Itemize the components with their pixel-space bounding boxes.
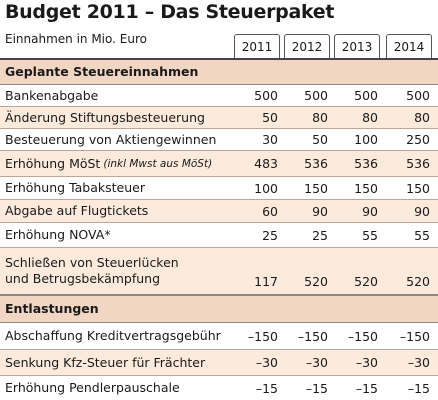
row-label-text: Erhöhung MöSt [5, 155, 101, 171]
cell-2013: –150 [347, 328, 378, 344]
cell-2013: 500 [354, 88, 378, 103]
cell-2013: –15 [355, 380, 378, 396]
cell-2011: 483 [254, 156, 278, 171]
divider [0, 150, 438, 151]
table-row: Änderung Stiftungsbesteuerung 50 80 80 8… [0, 107, 438, 128]
divider [0, 176, 438, 177]
cell-2011: 500 [254, 88, 278, 103]
cell-2012: –30 [305, 355, 328, 370]
row-label: Abschaffung Kreditvertragsgebühr [5, 328, 221, 343]
table-row: Abgabe auf Flugtickets 60 90 90 90 [0, 200, 438, 222]
cell-2011: 60 [262, 203, 278, 219]
cell-2011: –30 [255, 355, 278, 370]
row-label: Erhöhung MöSt (inkl Mwst aus MöSt) [5, 151, 212, 176]
year-header-2012: 2012 [284, 34, 330, 58]
year-header-2011: 2011 [234, 34, 280, 58]
divider [0, 247, 438, 248]
cell-2014: 150 [406, 180, 430, 196]
page-title: Budget 2011 – Das Steuerpaket [5, 1, 335, 23]
cell-2012: 500 [304, 88, 328, 103]
section-header-entlastungen: Entlastungen [0, 296, 438, 322]
cell-2011: –150 [247, 328, 278, 344]
table-row: Erhöhung Pendlerpauschale –15 –15 –15 –1… [0, 376, 438, 400]
cell-2013: –30 [355, 355, 378, 370]
table-row: Senkung Kfz-Steuer für Frächter –30 –30 … [0, 350, 438, 375]
cell-2012: 80 [312, 110, 328, 125]
cell-2014: 520 [406, 274, 430, 289]
cell-2014: –30 [407, 355, 430, 370]
row-label: Schließen von Steuerlücken und Betrugsbe… [5, 248, 179, 294]
table-row: Bankenabgabe 500 500 500 500 [0, 85, 438, 106]
divider [0, 84, 438, 86]
divider [0, 128, 438, 129]
cell-2012: –150 [297, 328, 328, 344]
cell-2012: 150 [304, 180, 328, 196]
cell-2014: 80 [414, 110, 430, 125]
cell-2012: 90 [312, 203, 328, 219]
cell-2014: 500 [406, 88, 430, 103]
cell-2012: 536 [304, 156, 328, 171]
row-label-line1: Schließen von Steuerlücken [5, 255, 179, 270]
cell-2011: 100 [254, 180, 278, 196]
cell-2014: 55 [414, 227, 430, 243]
header-rule [0, 58, 438, 60]
divider [0, 106, 438, 107]
section-header-einnahmen: Geplante Steuereinnahmen [0, 60, 438, 84]
cell-2014: 90 [414, 203, 430, 219]
table-row: Besteuerung von Aktiengewinnen 30 50 100… [0, 129, 438, 150]
cell-2013: 100 [354, 132, 378, 147]
divider [0, 349, 438, 350]
row-label-note: (inkl Mwst aus MöSt) [103, 157, 213, 170]
row-label: Bankenabgabe [5, 87, 99, 103]
cell-2014: 250 [406, 132, 430, 147]
cell-2011: 50 [262, 110, 278, 125]
year-header-2013: 2013 [334, 34, 380, 58]
table-row: Erhöhung Tabaksteuer 100 150 150 150 [0, 177, 438, 199]
row-label: Erhöhung NOVA* [5, 227, 111, 242]
cell-2011: 25 [262, 227, 278, 243]
cell-2012: 50 [312, 132, 328, 147]
row-label: Senkung Kfz-Steuer für Frächter [5, 354, 206, 370]
cell-2011: –15 [255, 380, 278, 396]
table-row: Erhöhung NOVA* 25 25 55 55 [0, 223, 438, 247]
divider [0, 294, 438, 296]
cell-2014: 536 [406, 156, 430, 171]
divider [0, 222, 438, 223]
row-label: Besteuerung von Aktiengewinnen [5, 131, 217, 147]
cell-2012: –15 [305, 380, 328, 396]
cell-2013: 55 [362, 227, 378, 243]
table-row: Abschaffung Kreditvertragsgebühr –150 –1… [0, 323, 438, 349]
cell-2013: 520 [354, 274, 378, 289]
row-label: Änderung Stiftungsbesteuerung [5, 109, 205, 125]
section-title: Geplante Steuereinnahmen [5, 64, 199, 79]
row-label: Abgabe auf Flugtickets [5, 203, 149, 218]
subtitle: Einnahmen in Mio. Euro [5, 32, 147, 46]
cell-2013: 150 [354, 180, 378, 196]
table-row: Schließen von Steuerlücken und Betrugsbe… [0, 248, 438, 294]
cell-2014: –15 [407, 380, 430, 396]
cell-2011: 30 [262, 132, 278, 147]
cell-2012: 520 [304, 274, 328, 289]
cell-2012: 25 [312, 227, 328, 243]
cell-2014: –150 [399, 328, 430, 344]
cell-2011: 117 [254, 274, 278, 289]
divider [0, 375, 438, 376]
divider [0, 322, 438, 324]
cell-2013: 536 [354, 156, 378, 171]
table-row: Erhöhung MöSt (inkl Mwst aus MöSt) 483 5… [0, 151, 438, 176]
year-header-2014: 2014 [386, 34, 432, 58]
cell-2013: 80 [362, 110, 378, 125]
section-title: Entlastungen [5, 301, 99, 316]
row-label: Erhöhung Tabaksteuer [5, 180, 145, 195]
row-label: Erhöhung Pendlerpauschale [5, 380, 180, 395]
row-label-line2: und Betrugsbekämpfung [5, 271, 161, 286]
divider [0, 199, 438, 200]
cell-2013: 90 [362, 203, 378, 219]
